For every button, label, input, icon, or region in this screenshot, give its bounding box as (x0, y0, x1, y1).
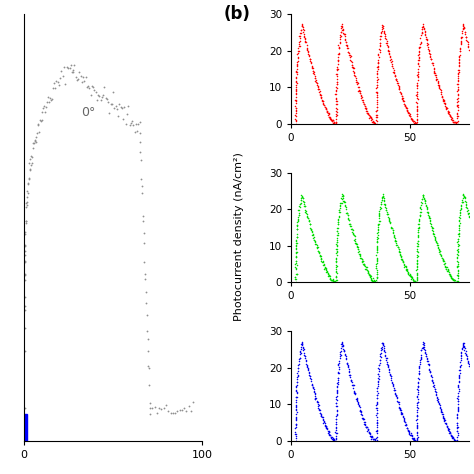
Bar (24, 414, 27, 441)
Text: 0°: 0° (81, 106, 95, 119)
Text: (b): (b) (223, 6, 250, 24)
Text: Photocurrent density (nA/cm²): Photocurrent density (nA/cm²) (234, 153, 245, 321)
